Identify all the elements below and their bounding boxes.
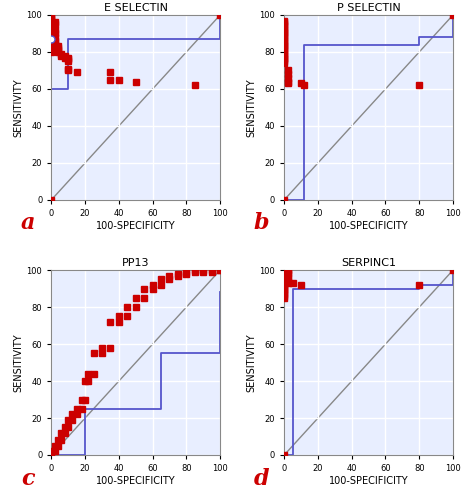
X-axis label: 100-SPECIFICITY: 100-SPECIFICITY (96, 220, 176, 230)
X-axis label: 100-SPECIFICITY: 100-SPECIFICITY (96, 476, 176, 486)
Title: P SELECTIN: P SELECTIN (337, 3, 401, 13)
Text: d: d (254, 468, 269, 489)
X-axis label: 100-SPECIFICITY: 100-SPECIFICITY (329, 476, 409, 486)
Text: c: c (21, 468, 35, 489)
Y-axis label: SENSITIVITY: SENSITIVITY (247, 78, 257, 136)
Title: PP13: PP13 (122, 258, 149, 268)
Text: a: a (21, 212, 35, 234)
Text: b: b (254, 212, 269, 234)
Title: E SELECTIN: E SELECTIN (104, 3, 168, 13)
Y-axis label: SENSITIVITY: SENSITIVITY (14, 78, 24, 136)
Y-axis label: SENSITIVITY: SENSITIVITY (247, 334, 257, 392)
Title: SERPINC1: SERPINC1 (341, 258, 396, 268)
X-axis label: 100-SPECIFICITY: 100-SPECIFICITY (329, 220, 409, 230)
Y-axis label: SENSITIVITY: SENSITIVITY (14, 334, 24, 392)
